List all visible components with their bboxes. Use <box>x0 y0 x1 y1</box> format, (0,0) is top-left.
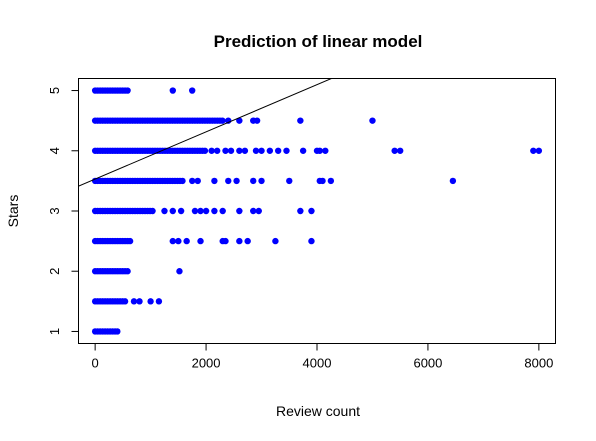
x-tick-label: 2000 <box>192 356 221 371</box>
data-point <box>149 207 156 215</box>
x-tick-label: 0 <box>92 356 99 371</box>
data-point <box>197 237 204 245</box>
data-point <box>176 268 183 275</box>
data-point <box>250 177 257 185</box>
data-point <box>241 147 249 154</box>
data-point <box>530 147 537 154</box>
data-point <box>201 147 209 154</box>
y-tick-label: 2 <box>47 268 62 275</box>
data-point <box>258 147 265 154</box>
data-point <box>213 147 221 154</box>
data-point <box>191 207 199 215</box>
data-point <box>258 177 265 185</box>
data-point <box>272 237 279 245</box>
data-point <box>175 237 182 245</box>
data-point <box>236 117 243 124</box>
data-point <box>126 237 134 245</box>
y-tick-label: 4 <box>47 147 62 154</box>
data-point <box>225 177 232 185</box>
data-point <box>121 298 129 305</box>
data-point <box>286 177 293 185</box>
data-point <box>391 147 398 154</box>
y-axis-label: Stars <box>5 195 21 228</box>
data-point <box>308 237 315 245</box>
data-point <box>236 147 243 154</box>
y-tick-label: 1 <box>47 328 62 335</box>
data-point <box>250 207 257 215</box>
data-point <box>299 147 307 154</box>
data-point <box>308 207 315 215</box>
data-point <box>297 117 304 124</box>
regression-line <box>78 78 333 187</box>
data-point <box>155 298 163 305</box>
data-point <box>208 147 215 154</box>
data-point <box>189 177 196 185</box>
data-point <box>233 177 240 185</box>
y-tick-label: 5 <box>47 87 62 94</box>
data-point <box>169 87 176 94</box>
x-axis-label: Review count <box>276 403 360 419</box>
axes: 0 2000 4000 6000 8000 1 2 3 4 5 <box>47 87 553 371</box>
data-point <box>202 207 210 215</box>
data-point <box>322 147 329 154</box>
data-point <box>236 237 243 245</box>
data-point <box>369 117 376 124</box>
data-point <box>114 328 121 335</box>
data-point <box>136 298 143 305</box>
data-point <box>169 207 176 215</box>
data-point <box>130 298 138 305</box>
plot-area <box>78 78 543 335</box>
data-point <box>255 207 262 215</box>
data-point <box>253 117 261 124</box>
data-point <box>197 207 204 215</box>
data-point <box>252 147 260 154</box>
data-point <box>449 177 457 185</box>
x-tick-label: 8000 <box>524 356 553 371</box>
data-point <box>397 147 404 154</box>
data-point <box>227 147 235 154</box>
data-point <box>535 147 543 154</box>
chart-title: Prediction of linear model <box>214 32 423 51</box>
data-point <box>183 237 190 245</box>
data-point <box>189 87 196 94</box>
data-point <box>177 207 185 215</box>
data-point <box>266 147 274 154</box>
data-point <box>319 177 326 185</box>
y-tick-label: 3 <box>47 207 62 214</box>
data-point <box>161 207 168 215</box>
data-point <box>124 87 131 94</box>
data-point <box>222 237 229 245</box>
data-point <box>316 147 323 154</box>
data-point <box>274 147 282 154</box>
data-point <box>179 177 186 185</box>
data-point <box>219 207 226 215</box>
data-point <box>327 177 335 185</box>
data-point <box>124 268 131 275</box>
x-tick-label: 6000 <box>413 356 442 371</box>
data-point <box>194 177 201 185</box>
data-point <box>244 237 251 245</box>
data-point <box>297 207 304 215</box>
data-point <box>169 237 176 245</box>
data-point <box>211 207 218 215</box>
data-point <box>283 147 290 154</box>
x-tick-label: 4000 <box>303 356 332 371</box>
data-point <box>147 298 154 305</box>
data-point <box>236 207 243 215</box>
data-point <box>219 117 226 124</box>
data-point <box>222 147 229 154</box>
data-point <box>211 177 218 185</box>
